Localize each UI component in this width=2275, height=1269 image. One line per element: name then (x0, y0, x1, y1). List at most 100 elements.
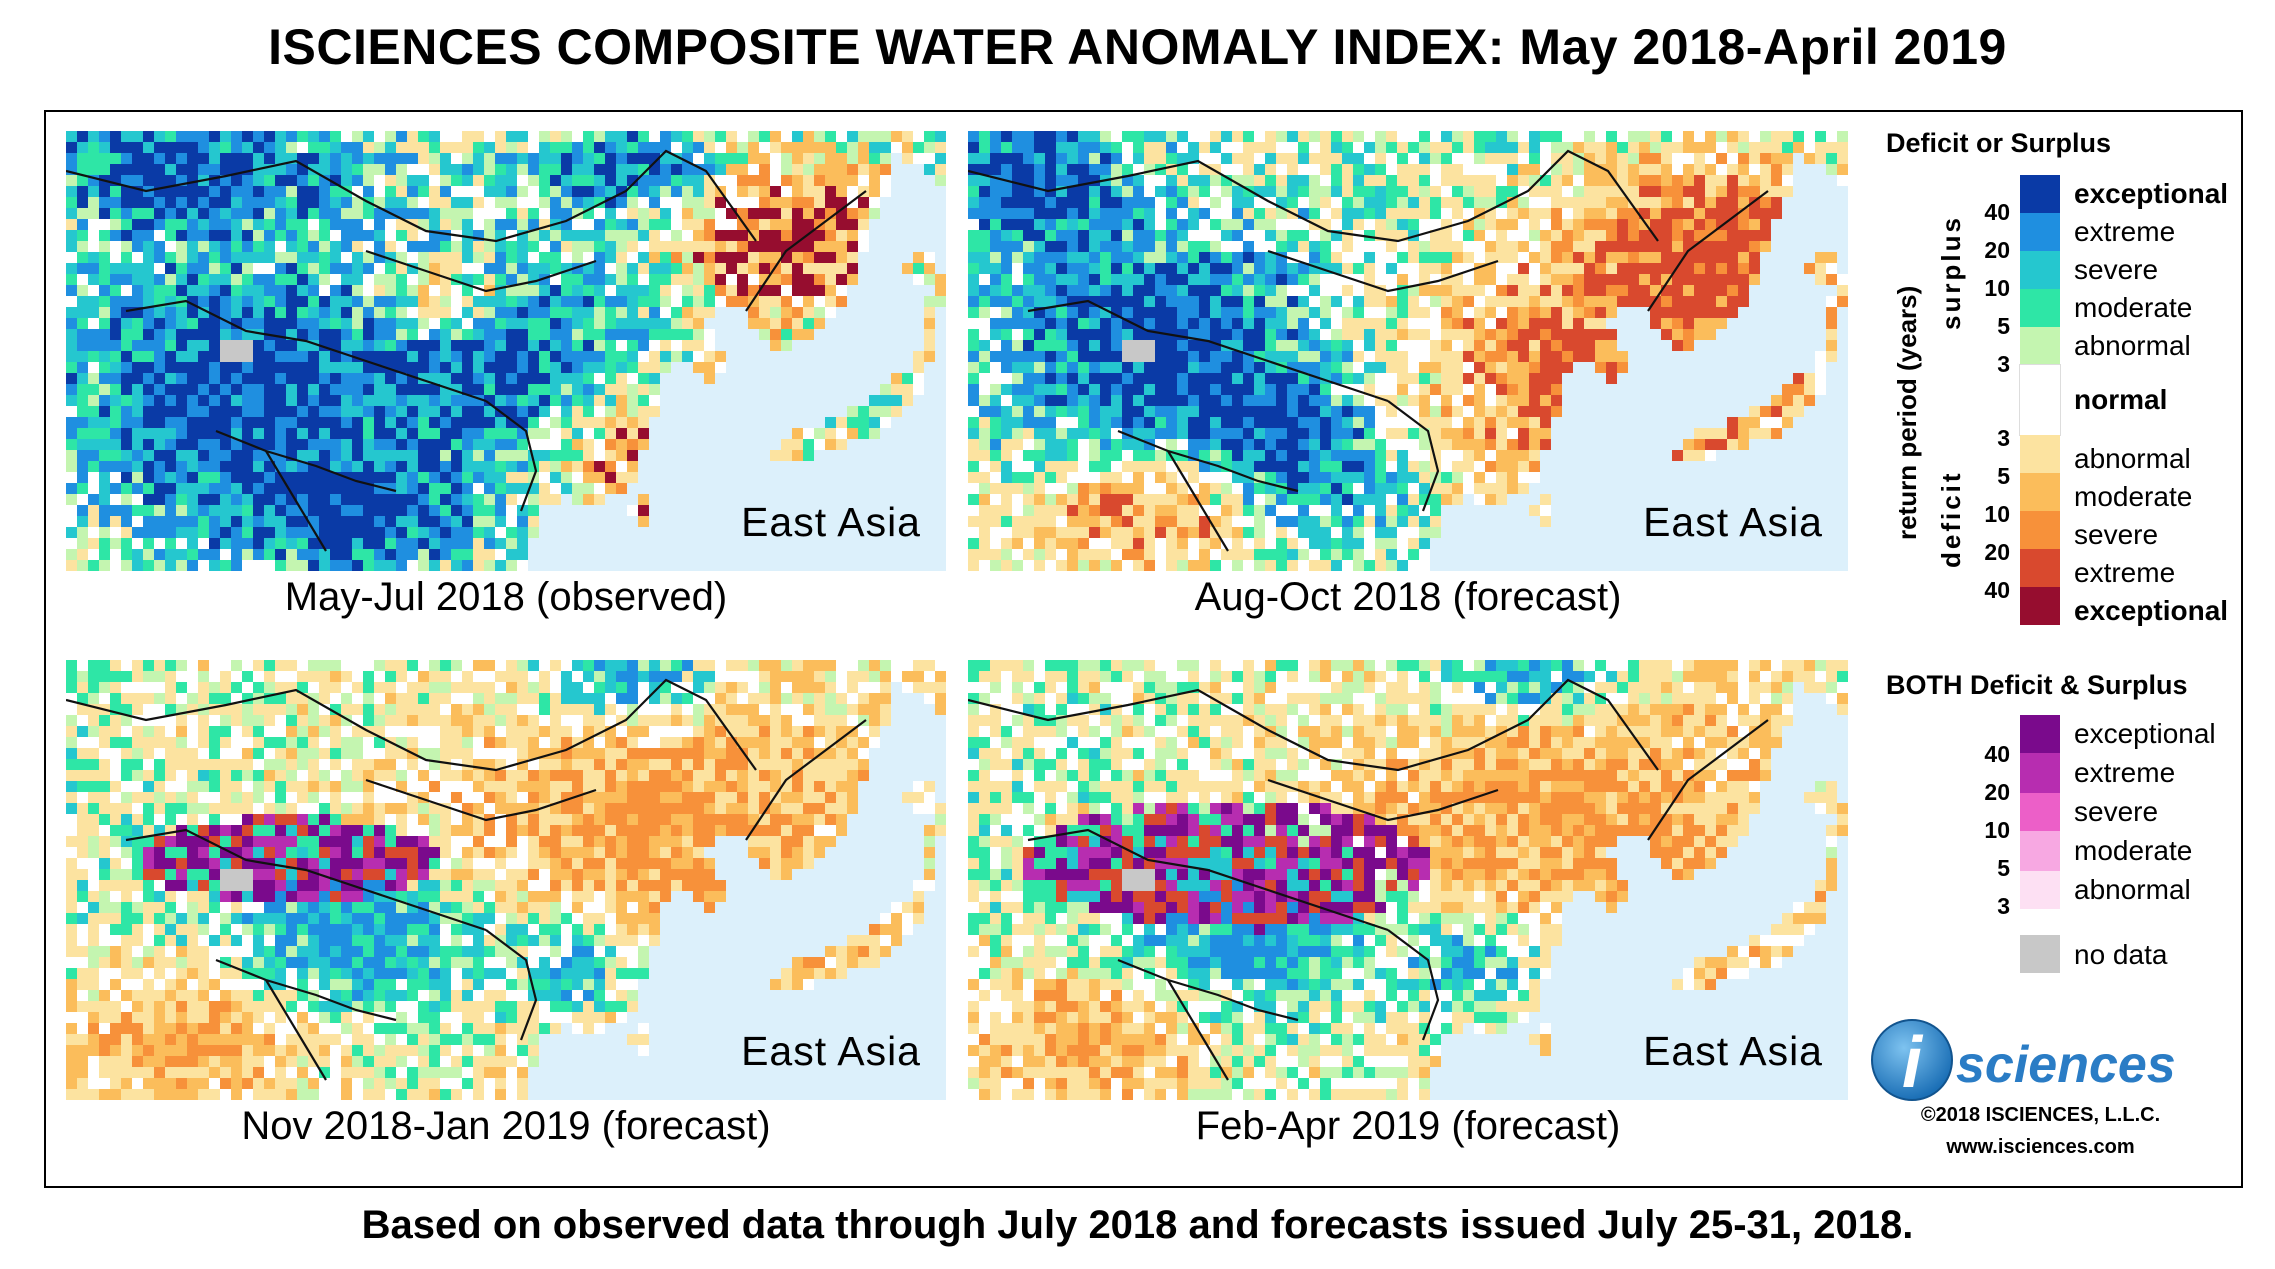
map-cell (1430, 351, 1441, 362)
map-cell (1584, 351, 1595, 362)
map-cell (1342, 252, 1353, 263)
map-cell (1012, 164, 1023, 175)
map-cell (660, 208, 671, 219)
map-cell (341, 406, 352, 417)
map-cell (792, 285, 803, 296)
map-cell (1694, 153, 1705, 164)
map-cell (1100, 318, 1111, 329)
map-cell (1529, 142, 1540, 153)
map-cell (1210, 219, 1221, 230)
map-cell (319, 274, 330, 285)
map-cell (1111, 164, 1122, 175)
map-cell (1122, 395, 1133, 406)
map-cell (1694, 450, 1705, 461)
map-cell (1617, 252, 1628, 263)
map-cell (1045, 351, 1056, 362)
map-cell (1023, 505, 1034, 516)
map-cell (1485, 307, 1496, 318)
map-cell (418, 384, 429, 395)
map-cell (583, 252, 594, 263)
map-cell (1628, 274, 1639, 285)
map-cell (1276, 153, 1287, 164)
map-cell (1507, 197, 1518, 208)
map-cell (396, 406, 407, 417)
map-cell (1133, 329, 1144, 340)
map-cell (1078, 241, 1089, 252)
map-cell (1408, 538, 1419, 549)
map-cell (363, 296, 374, 307)
map-cell (517, 175, 528, 186)
map-cell (1694, 318, 1705, 329)
map-cell (1199, 472, 1210, 483)
map-cell (1507, 428, 1518, 439)
map-cell (990, 461, 1001, 472)
map-cell (803, 263, 814, 274)
map-cell (1034, 197, 1045, 208)
map-cell (396, 230, 407, 241)
map-cell (165, 395, 176, 406)
map-cell (143, 384, 154, 395)
map-cell (1155, 428, 1166, 439)
map-cell (638, 417, 649, 428)
map-cell (1012, 384, 1023, 395)
map-cell (561, 142, 572, 153)
map-cell (836, 439, 847, 450)
map-cell (121, 263, 132, 274)
map-cell (660, 131, 671, 142)
map-cell (1485, 153, 1496, 164)
map-cell (484, 274, 495, 285)
map-cell (286, 230, 297, 241)
map-cell (792, 230, 803, 241)
map-cell (1749, 274, 1760, 285)
map-cell (1078, 318, 1089, 329)
map-cell (1749, 164, 1760, 175)
map-cell (594, 318, 605, 329)
map-cell (1133, 241, 1144, 252)
map-cell (539, 219, 550, 230)
map-cell (1067, 285, 1078, 296)
map-cell (1166, 538, 1177, 549)
map-cell (506, 241, 517, 252)
map-cell (396, 472, 407, 483)
map-cell (198, 461, 209, 472)
map-cell (528, 450, 539, 461)
map-cell (1001, 131, 1012, 142)
map-cell (1342, 307, 1353, 318)
map-cell (528, 395, 539, 406)
map-cell (1342, 274, 1353, 285)
map-cell (176, 494, 187, 505)
map-cell (539, 362, 550, 373)
map-cell (374, 230, 385, 241)
map-cell (726, 186, 737, 197)
map-cell (880, 417, 891, 428)
map-cell (418, 362, 429, 373)
map-cell (858, 197, 869, 208)
map-cell (495, 351, 506, 362)
map-cell (1100, 340, 1111, 351)
panel-caption: May-Jul 2018 (observed) (284, 575, 728, 619)
map-cell (748, 219, 759, 230)
map-cell (418, 483, 429, 494)
map-cell (1463, 395, 1474, 406)
map-cell (1397, 175, 1408, 186)
map-cell (297, 241, 308, 252)
map-cell (451, 472, 462, 483)
map-cell (1331, 230, 1342, 241)
map-cell (374, 164, 385, 175)
map-cell (1012, 549, 1023, 560)
map-cell (473, 351, 484, 362)
map-cell (715, 241, 726, 252)
map-cell (1507, 362, 1518, 373)
map-cell (737, 197, 748, 208)
map-cell (341, 549, 352, 560)
map-cell (319, 175, 330, 186)
map-cell (418, 505, 429, 516)
map-cell (253, 340, 264, 351)
map-cell (429, 318, 440, 329)
map-cell (308, 494, 319, 505)
map-cell (187, 274, 198, 285)
map-cell (1595, 175, 1606, 186)
map-cell (627, 406, 638, 417)
map-cell (616, 417, 627, 428)
map-cell (1672, 318, 1683, 329)
